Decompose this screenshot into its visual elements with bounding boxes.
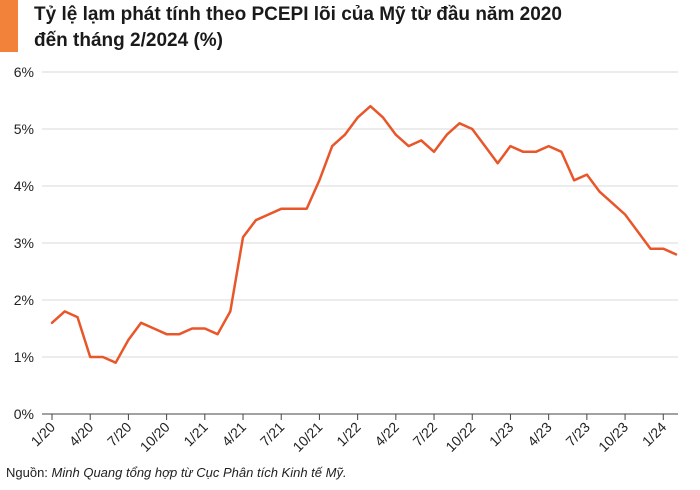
source-prefix: Nguồn: [6,465,48,480]
chart-title-line2: đến tháng 2/2024 (%) [34,30,223,51]
x-tick-label: 7/21 [257,419,288,450]
x-tick-label: 1/22 [333,419,364,450]
x-tick-label: 4/23 [524,419,555,450]
y-tick-label: 4% [14,178,34,194]
x-tick-label: 4/21 [219,419,250,450]
y-tick-label: 2% [14,292,34,308]
y-tick-label: 3% [14,235,34,251]
x-tick-label: 10/20 [137,419,173,455]
x-tick-label: 4/22 [371,419,402,450]
y-tick-label: 6% [14,64,34,80]
x-tick-label: 4/20 [66,419,97,450]
x-tick-label: 1/21 [180,419,211,450]
x-tick-label: 7/22 [410,419,441,450]
source-note: Nguồn: Minh Quang tổng hợp từ Cục Phân t… [6,465,347,480]
x-tick-label: 1/24 [639,419,670,450]
title-accent-bar [0,0,18,52]
x-tick-label: 7/23 [562,419,593,450]
x-tick-label: 1/23 [486,419,517,450]
x-tick-label: 10/23 [595,419,631,455]
chart-title-line1: Tỷ lệ lạm phát tính theo PCEPI lõi của M… [34,4,562,25]
x-tick-label: 1/20 [28,419,59,450]
x-tick-label: 10/21 [289,419,325,455]
chart-title: Tỷ lệ lạm phát tính theo PCEPI lõi của M… [34,2,674,54]
y-tick-label: 5% [14,121,34,137]
source-text: Minh Quang tổng hợp từ Cục Phân tích Kin… [51,465,347,480]
y-tick-label: 1% [14,349,34,365]
series-line [50,104,678,364]
y-tick-label: 0% [14,406,34,422]
x-tick-label: 7/20 [104,419,135,450]
x-tick-label: 10/22 [442,419,478,455]
